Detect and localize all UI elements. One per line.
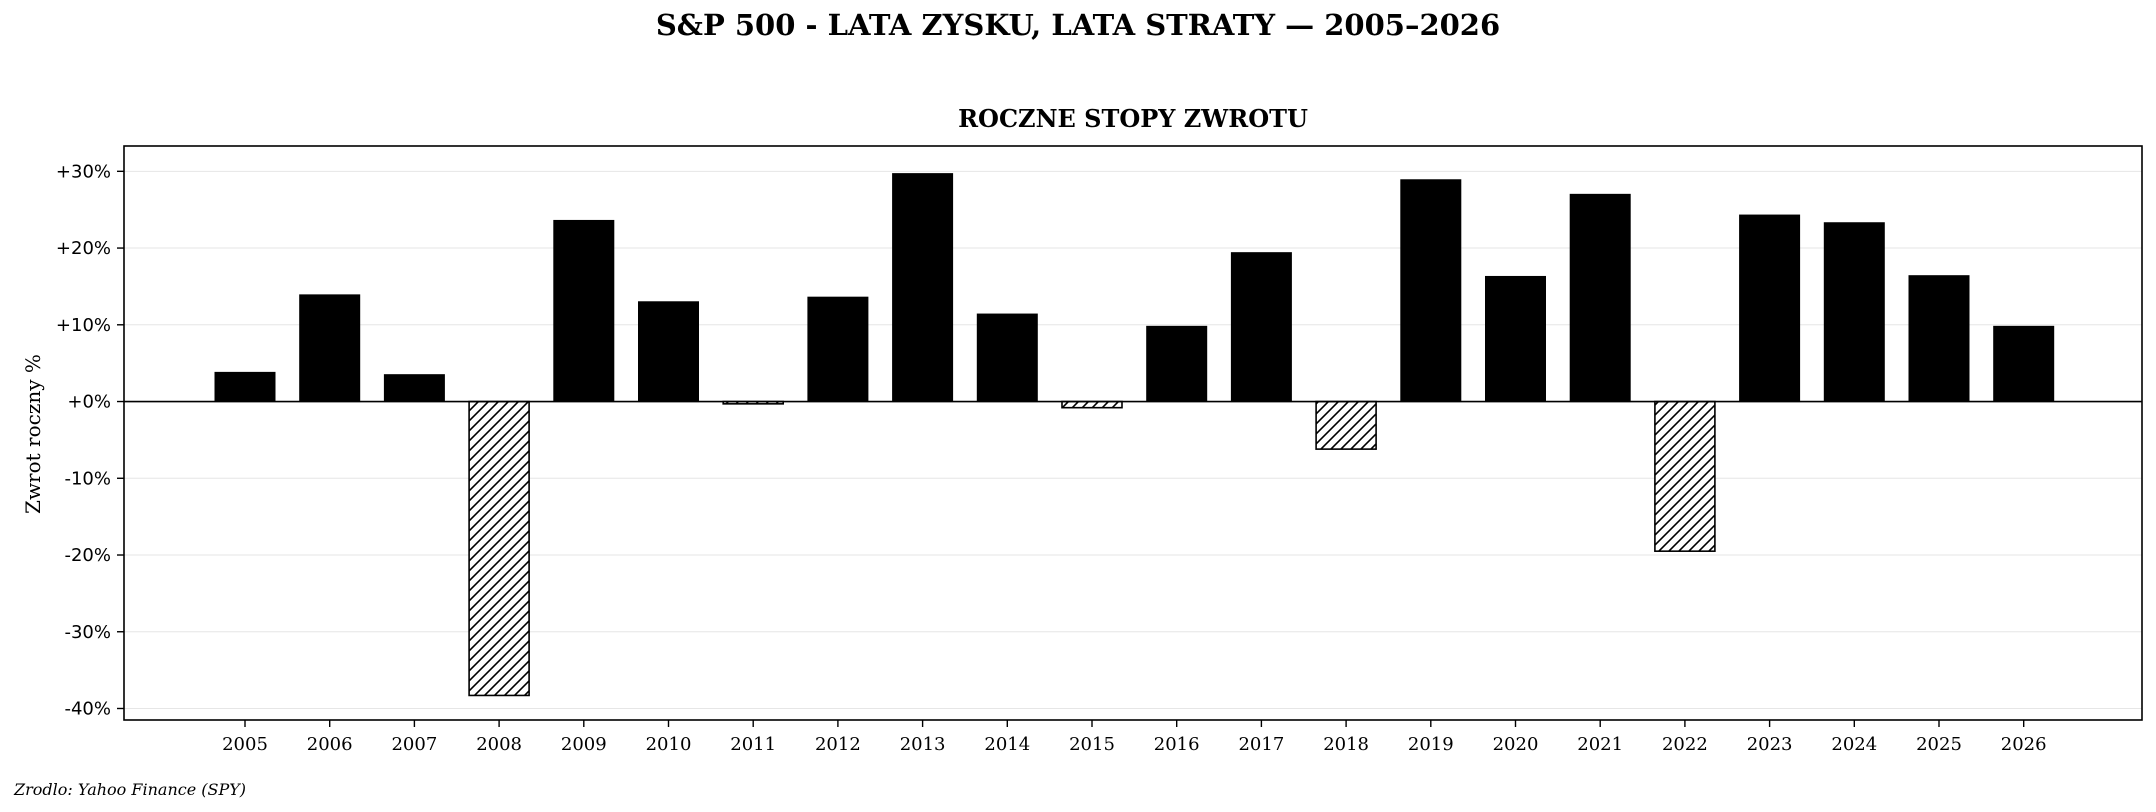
bar-2018 [1315, 400, 1377, 450]
bar-2021 [1569, 193, 1631, 403]
bar-2023 [1739, 214, 1801, 403]
x-tick-label-2020: 2020 [1493, 734, 1539, 755]
x-tick-label-2024: 2024 [1831, 734, 1877, 755]
bar-2015 [1061, 400, 1123, 409]
bar-2005 [214, 371, 276, 403]
bar-2008 [468, 400, 530, 697]
x-tick-label-2009: 2009 [561, 734, 607, 755]
x-tick-label-2005: 2005 [222, 734, 268, 755]
y-tick-label: -40% [64, 698, 111, 719]
chart-title: ROCZNE STOPY ZWROTU [958, 104, 1308, 133]
x-tick-label-2008: 2008 [476, 734, 522, 755]
bar-2025 [1908, 275, 1970, 403]
x-tick-label-2006: 2006 [307, 734, 353, 755]
x-tick-label-2019: 2019 [1408, 734, 1454, 755]
bar-2014 [976, 313, 1038, 403]
source-note: Zrodlo: Yahoo Finance (SPY) [14, 780, 247, 799]
bar-2019 [1400, 179, 1462, 403]
y-tick-label: -10% [64, 468, 111, 489]
y-tick-label: +20% [56, 238, 111, 259]
x-tick-label-2013: 2013 [900, 734, 946, 755]
x-tick-label-2016: 2016 [1154, 734, 1200, 755]
bar-2009 [553, 219, 615, 403]
y-tick-label: +10% [56, 315, 111, 336]
x-tick-label-2018: 2018 [1323, 734, 1369, 755]
y-tick-label: -30% [64, 622, 111, 643]
x-tick-label-2015: 2015 [1069, 734, 1115, 755]
bar-2026 [1993, 325, 2055, 403]
bar-2017 [1230, 252, 1292, 403]
x-tick-label-2011: 2011 [730, 734, 776, 755]
x-tick-label-2017: 2017 [1238, 734, 1284, 755]
figure-title: S&P 500 - LATA ZYSKU, LATA STRATY — 2005… [655, 8, 1501, 42]
bar-2006 [299, 294, 361, 403]
x-tick-label-2021: 2021 [1577, 734, 1623, 755]
bar-2007 [383, 374, 445, 403]
x-tick-label-2026: 2026 [2001, 734, 2047, 755]
x-tick-label-2022: 2022 [1662, 734, 1708, 755]
x-tick-label-2010: 2010 [646, 734, 692, 755]
bar-2024 [1823, 222, 1885, 403]
x-tick-label-2025: 2025 [1916, 734, 1962, 755]
y-axis-label: Zwrot roczny % [21, 354, 45, 514]
x-tick-label-2014: 2014 [984, 734, 1030, 755]
y-tick-label: +30% [56, 161, 111, 182]
bar-2013 [892, 173, 954, 403]
bar-2016 [1146, 325, 1208, 403]
x-tick-label-2007: 2007 [391, 734, 437, 755]
y-tick-label: -20% [64, 545, 111, 566]
x-tick-label-2023: 2023 [1747, 734, 1793, 755]
y-tick-label: +0% [67, 392, 111, 413]
plot-area [123, 145, 2143, 721]
bar-2022 [1654, 400, 1716, 552]
x-tick-label-2012: 2012 [815, 734, 861, 755]
bar-2020 [1485, 275, 1546, 403]
bar-2010 [638, 301, 699, 403]
bar-2012 [807, 296, 869, 403]
